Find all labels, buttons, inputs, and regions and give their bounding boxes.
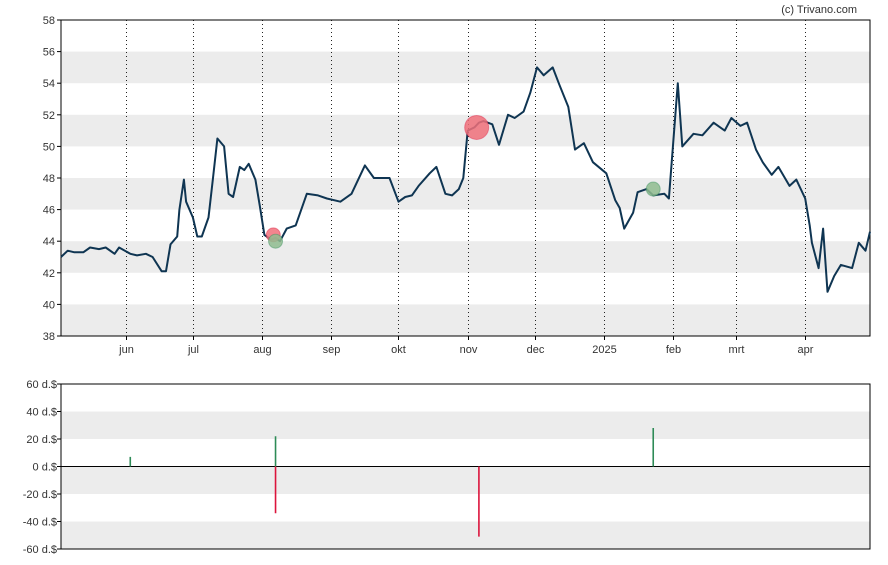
buy-marker xyxy=(268,233,284,249)
sell-marker xyxy=(464,114,490,140)
price-y-tick-label: 50 xyxy=(43,141,55,153)
price-y-tick-label: 58 xyxy=(43,15,55,27)
transactions-y-tick-label: 0 d.$ xyxy=(33,462,57,474)
buy-marker xyxy=(645,181,661,197)
price-y-tick-label: 44 xyxy=(43,236,55,248)
price-y-tick-label: 42 xyxy=(43,268,55,280)
transactions-band xyxy=(61,466,870,494)
transactions-y-tick-label: -60 d.$ xyxy=(23,544,57,556)
price-band xyxy=(61,51,870,84)
price-chart-vertical-grid xyxy=(126,20,806,336)
price-y-tick-label: 56 xyxy=(43,47,55,59)
transactions-chart-bands xyxy=(61,411,870,549)
transactions-y-tick-label: -40 d.$ xyxy=(23,517,57,529)
price-x-axis: jun jul aug sep okt nov dec 2025 feb mrt apr xyxy=(118,336,814,356)
price-x-tick-label: sep xyxy=(323,344,341,356)
price-band xyxy=(61,304,870,336)
price-band xyxy=(61,178,870,210)
price-x-tick-label: nov xyxy=(460,344,478,356)
price-x-tick-label: jun xyxy=(118,344,134,356)
price-y-tick-label: 48 xyxy=(43,173,55,185)
transactions-bars xyxy=(129,428,655,537)
price-y-tick-label: 46 xyxy=(43,205,55,217)
price-x-tick-label: dec xyxy=(527,344,545,356)
price-x-tick-label: feb xyxy=(666,344,681,356)
price-y-axis: 38 40 42 44 46 48 50 52 54 56 58 xyxy=(43,15,61,343)
transactions-y-tick-label: 20 d.$ xyxy=(26,434,57,446)
price-y-tick-label: 38 xyxy=(43,331,55,343)
transactions-band xyxy=(61,521,870,549)
price-band xyxy=(61,241,870,273)
price-line xyxy=(60,66,871,293)
transactions-y-axis: -60 d.$ -40 d.$ -20 d.$ 0 d.$ 20 d.$ 40 d.$ 60… xyxy=(23,379,61,556)
transactions-y-tick-label: 40 d.$ xyxy=(26,407,57,419)
price-x-tick-label: okt xyxy=(391,344,406,356)
price-y-tick-label: 52 xyxy=(43,110,55,122)
transactions-band xyxy=(61,411,870,439)
price-y-tick-label: 40 xyxy=(43,299,55,311)
price-x-tick-label: aug xyxy=(253,344,271,356)
credit-label: (c) Trivano.com xyxy=(781,4,857,16)
price-x-tick-label: mrt xyxy=(729,344,745,356)
price-x-tick-label: jul xyxy=(187,344,199,356)
price-x-tick-label: apr xyxy=(798,344,814,356)
price-y-tick-label: 54 xyxy=(43,78,55,90)
price-x-tick-label: 2025 xyxy=(592,344,616,356)
transaction-markers xyxy=(265,114,661,249)
transactions-y-tick-label: -20 d.$ xyxy=(23,489,57,501)
transactions-y-tick-label: 60 d.$ xyxy=(26,379,57,391)
